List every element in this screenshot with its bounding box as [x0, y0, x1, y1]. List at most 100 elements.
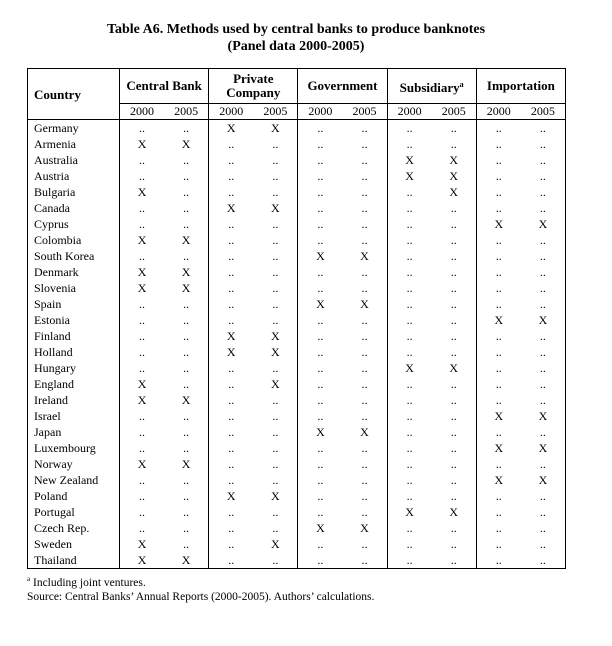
cell: X [475, 472, 521, 488]
table-row: Thailand X X................ [28, 552, 566, 569]
cell: X [538, 216, 548, 231]
country-name: Slovenia [34, 280, 76, 295]
cell: .. [386, 376, 432, 392]
cell: .. [297, 456, 343, 472]
cell: .. [208, 376, 254, 392]
cell: .. [475, 344, 521, 360]
country-name: Holland [34, 344, 73, 359]
cell: .. [183, 216, 190, 231]
cell: .. [539, 168, 546, 183]
cell: .. [475, 504, 521, 520]
cell: X [360, 248, 369, 263]
cell: .. [183, 344, 190, 359]
cell: .. [450, 296, 457, 311]
cell: X [475, 312, 521, 328]
country-name: Finland [34, 328, 71, 343]
cell: .. [272, 264, 279, 279]
cell: .. [539, 264, 546, 279]
cell: .. [297, 376, 343, 392]
cell: .. [361, 200, 368, 215]
cell: .. [539, 328, 546, 343]
cell: .. [361, 376, 368, 391]
cell: .. [386, 200, 432, 216]
cell: .. [297, 184, 343, 200]
country-name: Sweden [34, 536, 72, 551]
cell: .. [361, 392, 368, 407]
cell: .. [183, 120, 190, 135]
cell: .. [475, 168, 521, 184]
cell: X [181, 280, 191, 295]
cell: X [449, 152, 459, 167]
table-row: Australia............ X X.... [28, 152, 566, 168]
country-name: Czech Rep. [34, 520, 90, 535]
cell: .. [386, 520, 432, 536]
table-row: Israel................ X X [28, 408, 566, 424]
table-row: Germany.... X X............ [28, 119, 566, 136]
group-header: Subsidiarya [386, 68, 477, 104]
country-name: Portugal [34, 504, 75, 519]
cell: .. [450, 440, 457, 455]
group-name: Private Company [226, 71, 281, 100]
cell: .. [208, 408, 254, 424]
table-row: Slovenia X X................ [28, 280, 566, 296]
cell: .. [183, 536, 190, 551]
cell: .. [539, 392, 546, 407]
group-header: Importation [475, 68, 566, 104]
cell: .. [119, 344, 165, 360]
year-header: 2000 [119, 103, 165, 120]
cell: .. [539, 280, 546, 295]
cell: .. [297, 472, 343, 488]
cell: .. [386, 424, 432, 440]
cell: .. [208, 152, 254, 168]
cell: .. [450, 328, 457, 343]
cell: .. [539, 152, 546, 167]
note-mark: a [459, 79, 464, 89]
year-header: 2000 [475, 103, 521, 120]
country-name: Japan [34, 424, 62, 439]
cell: .. [272, 216, 279, 231]
year-header: 2000 [208, 103, 254, 120]
cell: .. [450, 200, 457, 215]
group-name: Central Bank [126, 78, 202, 93]
column-header: Country [27, 68, 120, 120]
cell: .. [361, 488, 368, 503]
cell: .. [297, 408, 343, 424]
cell: X [181, 456, 191, 471]
cell: .. [208, 168, 254, 184]
cell: .. [297, 200, 343, 216]
cell: .. [361, 136, 368, 151]
cell: .. [272, 440, 279, 455]
cell: .. [361, 168, 368, 183]
table-row: Spain........ X X........ [28, 296, 566, 312]
cell: .. [119, 328, 165, 344]
country-name: Poland [34, 488, 68, 503]
cell: .. [119, 408, 165, 424]
cell: .. [539, 504, 546, 519]
year-header: 2005 [164, 103, 209, 120]
cell: .. [450, 408, 457, 423]
cell: .. [297, 440, 343, 456]
cell: .. [539, 520, 546, 535]
cell: .. [272, 312, 279, 327]
cell: .. [183, 248, 190, 263]
cell: .. [208, 392, 254, 408]
country-name: Denmark [34, 264, 79, 279]
table-row: Czech Rep......... X X........ [28, 520, 566, 536]
table-row: South Korea........ X X........ [28, 248, 566, 264]
cell: .. [208, 504, 254, 520]
cell: .. [183, 184, 190, 199]
cell: .. [297, 536, 343, 552]
table-row: Finland.... X X............ [28, 328, 566, 344]
group-header: Central Bank [118, 68, 209, 104]
cell: .. [386, 456, 432, 472]
cell: .. [450, 136, 457, 151]
country-name: Estonia [34, 312, 70, 327]
cell: .. [539, 232, 546, 247]
cell: .. [183, 328, 190, 343]
cell: X [119, 376, 165, 392]
cell: .. [297, 216, 343, 232]
cell: X [119, 456, 165, 472]
cell: X [475, 216, 521, 232]
country-name: Hungary [34, 360, 76, 375]
cell: X [270, 376, 280, 391]
